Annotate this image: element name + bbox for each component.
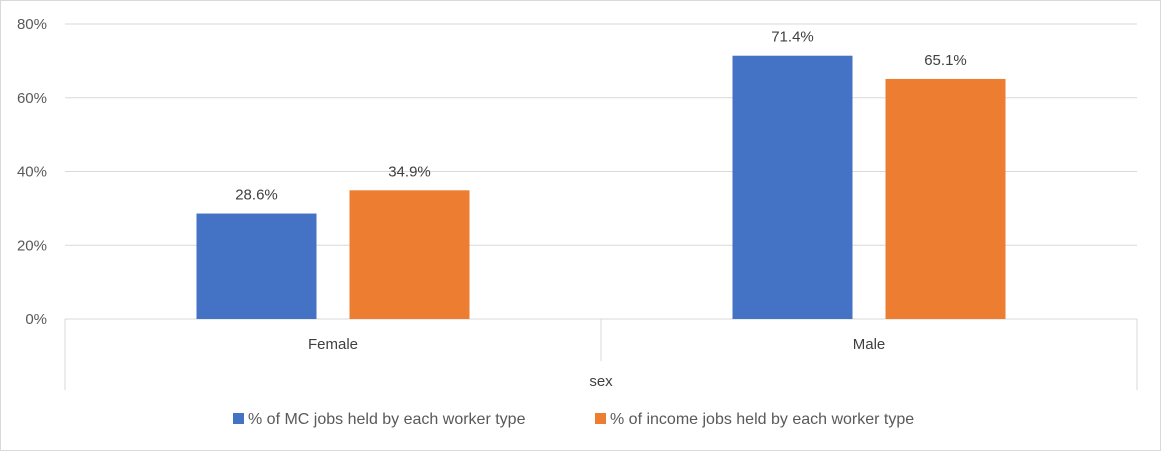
legend-label: % of income jobs held by each worker typ… bbox=[610, 411, 914, 428]
bar bbox=[349, 190, 470, 319]
x-axis: Female Male bbox=[64, 319, 1138, 390]
y-tick-label: 80% bbox=[17, 16, 47, 33]
data-labels: 28.6% 34.9% 71.4% 65.1% bbox=[235, 29, 967, 204]
y-tick-label: 20% bbox=[17, 237, 47, 254]
x-tick-label: Female bbox=[308, 336, 358, 353]
legend-label: % of MC jobs held by each worker type bbox=[248, 411, 526, 428]
y-tick-label: 0% bbox=[25, 311, 47, 328]
bar bbox=[885, 78, 1006, 319]
bar bbox=[196, 213, 317, 319]
bar bbox=[732, 55, 853, 320]
x-axis-title: sex bbox=[589, 373, 613, 390]
data-label: 65.1% bbox=[924, 52, 967, 69]
x-tick-label: Male bbox=[853, 336, 886, 353]
legend-swatch bbox=[595, 413, 606, 424]
y-axis-ticks: 0% 20% 40% 60% 80% bbox=[17, 16, 47, 328]
data-label: 28.6% bbox=[235, 187, 278, 204]
y-tick-label: 60% bbox=[17, 90, 47, 107]
data-label: 34.9% bbox=[388, 163, 431, 180]
bars bbox=[196, 55, 1006, 320]
legend-swatch bbox=[233, 413, 244, 424]
data-label: 71.4% bbox=[771, 29, 814, 46]
legend: % of MC jobs held by each worker type % o… bbox=[233, 411, 914, 428]
y-tick-label: 40% bbox=[17, 164, 47, 181]
